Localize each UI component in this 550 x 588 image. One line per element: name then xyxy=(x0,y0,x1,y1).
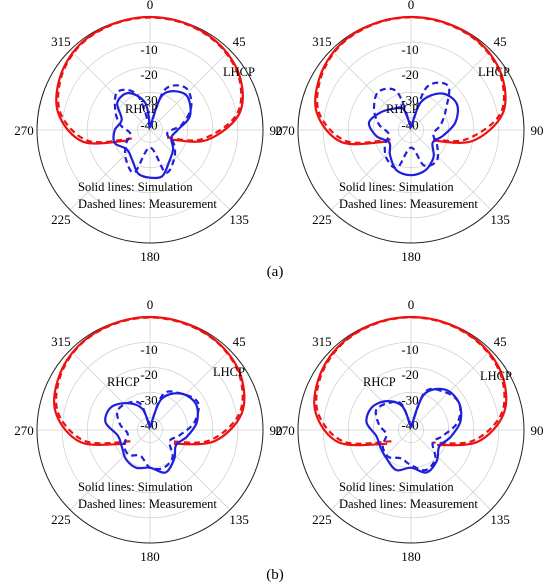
radial-tick-label: -10 xyxy=(140,42,157,57)
polar-panel-b-right: 04590135180225270315-10-20-30-40LHCPRHCP… xyxy=(275,297,543,564)
radial-tick-label: -20 xyxy=(140,367,157,382)
line-style-note: Solid lines: Simulation xyxy=(339,180,454,194)
series-rhcp-solid xyxy=(367,92,460,177)
series-rhcp-dashed xyxy=(116,390,200,471)
angle-tick-label: 225 xyxy=(51,212,71,227)
polar-panel-a-left: 04590135180225270315-10-20-30-40LHCPRHCP… xyxy=(14,0,282,264)
series-lhcp-solid xyxy=(53,315,246,446)
angular-gridline xyxy=(330,429,412,511)
series-rhcp-solid xyxy=(365,387,463,474)
caption-a: (a) xyxy=(267,264,284,280)
series-lhcp-dashed xyxy=(54,316,244,445)
rhcp-label: RHCP xyxy=(363,375,396,389)
angle-tick-label: 45 xyxy=(233,334,246,349)
angular-gridline xyxy=(69,49,151,131)
angle-tick-label: 45 xyxy=(494,334,507,349)
angular-gridline xyxy=(149,429,231,511)
angle-tick-label: 225 xyxy=(312,212,332,227)
angle-tick-label: 0 xyxy=(147,0,154,12)
radial-tick-label: -10 xyxy=(401,342,418,357)
angular-gridline xyxy=(410,349,492,431)
line-style-note: Solid lines: Simulation xyxy=(78,480,193,494)
radial-tick-label: -10 xyxy=(140,342,157,357)
angle-tick-label: 315 xyxy=(312,34,332,49)
lhcp-label: LHCP xyxy=(223,65,255,79)
angular-gridline xyxy=(410,129,492,211)
angular-gridline xyxy=(69,429,151,511)
angle-tick-label: 225 xyxy=(312,512,332,527)
radial-tick-label: -30 xyxy=(401,392,418,407)
angle-tick-label: 180 xyxy=(140,549,160,564)
angle-tick-label: 270 xyxy=(14,423,34,438)
angle-tick-label: 135 xyxy=(490,512,510,527)
line-style-note: Dashed lines: Measurement xyxy=(339,197,478,211)
radial-tick-label: -10 xyxy=(401,42,418,57)
angular-gridline xyxy=(410,49,492,131)
line-style-note: Dashed lines: Measurement xyxy=(78,197,217,211)
angle-tick-label: 180 xyxy=(401,249,421,264)
series-lhcp-dashed xyxy=(315,16,506,144)
lhcp-label: LHCP xyxy=(478,65,510,79)
series-rhcp-dashed xyxy=(372,81,451,170)
angle-tick-label: 315 xyxy=(312,334,332,349)
angle-tick-label: 225 xyxy=(51,512,71,527)
angular-gridline xyxy=(69,129,151,211)
line-style-note: Dashed lines: Measurement xyxy=(78,497,217,511)
polar-panel-a-right: 04590135180225270315-10-20-30-40LHCPRHCP… xyxy=(275,0,543,264)
angular-gridline xyxy=(69,349,151,431)
rhcp-label: RHCP xyxy=(386,102,419,116)
angle-tick-label: 90 xyxy=(531,423,544,438)
angle-tick-label: 45 xyxy=(494,34,507,49)
radial-tick-label: -30 xyxy=(140,392,157,407)
series-rhcp-dashed xyxy=(113,84,193,174)
radial-tick-label: -30 xyxy=(401,92,418,107)
radial-tick-label: -20 xyxy=(401,367,418,382)
angle-tick-label: 270 xyxy=(14,123,34,138)
series-rhcp-solid xyxy=(112,90,192,180)
angle-tick-label: 0 xyxy=(147,297,154,312)
radial-tick-label: -20 xyxy=(401,67,418,82)
angle-tick-label: 315 xyxy=(51,334,71,349)
angular-gridline xyxy=(330,129,412,211)
angle-tick-label: 180 xyxy=(401,549,421,564)
line-style-note: Solid lines: Simulation xyxy=(339,480,454,494)
series-lhcp-dashed xyxy=(56,16,243,144)
angular-gridline xyxy=(410,429,492,511)
angle-tick-label: 270 xyxy=(275,123,295,138)
angular-gridline xyxy=(330,349,412,431)
series-rhcp-dashed xyxy=(374,387,462,472)
line-style-note: Dashed lines: Measurement xyxy=(339,497,478,511)
angle-tick-label: 135 xyxy=(229,212,249,227)
angle-tick-label: 135 xyxy=(490,212,510,227)
angular-gridline xyxy=(330,49,412,131)
series-lhcp-solid xyxy=(313,315,508,447)
caption-b: (b) xyxy=(266,567,284,583)
radial-tick-label: -20 xyxy=(140,67,157,82)
angle-tick-label: 90 xyxy=(270,123,283,138)
angle-tick-label: 315 xyxy=(51,34,71,49)
series-lhcp-dashed xyxy=(315,316,506,445)
angle-tick-label: 0 xyxy=(408,297,415,312)
series-lhcp-solid xyxy=(314,15,507,146)
angle-tick-label: 180 xyxy=(140,249,160,264)
rhcp-label: RHCP xyxy=(107,375,140,389)
angular-gridline xyxy=(149,49,231,131)
angle-tick-label: 0 xyxy=(408,0,415,12)
angular-gridline xyxy=(149,129,231,211)
line-style-note: Solid lines: Simulation xyxy=(78,180,193,194)
angle-tick-label: 45 xyxy=(233,34,246,49)
rhcp-label: RHCP xyxy=(125,102,158,116)
angle-tick-label: 135 xyxy=(229,512,249,527)
angle-tick-label: 270 xyxy=(275,423,295,438)
lhcp-label: LHCP xyxy=(480,369,512,383)
angle-tick-label: 90 xyxy=(270,423,283,438)
angle-tick-label: 90 xyxy=(531,123,544,138)
lhcp-label: LHCP xyxy=(213,365,245,379)
polar-panel-b-left: 04590135180225270315-10-20-30-40LHCPRHCP… xyxy=(14,297,282,564)
angular-gridline xyxy=(149,349,231,431)
